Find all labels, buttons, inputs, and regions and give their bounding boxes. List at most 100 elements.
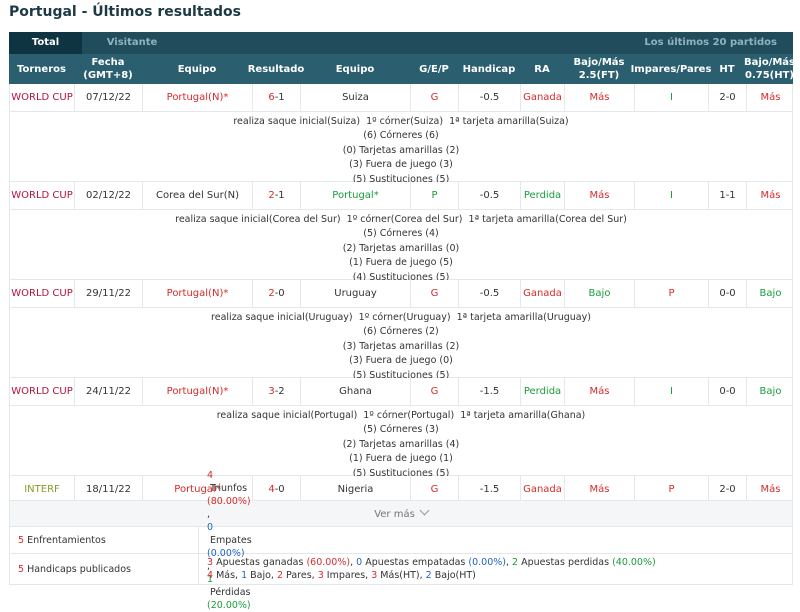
- summary-fragment: Apuestas ganadas: [213, 557, 307, 568]
- summary-fragment: ,: [207, 560, 214, 572]
- away-team-link[interactable]: Nigeria: [301, 476, 411, 503]
- match-detail-line: (5) Sustituciones (5): [352, 467, 450, 479]
- match-detail-line: realiza saque inicial(Corea del Sur) 1º …: [175, 214, 627, 225]
- header-bajo-mas-ht: Bajo/Más 0.75(HT): [744, 57, 795, 81]
- home-team-link[interactable]: Portugal*: [143, 476, 253, 503]
- halftime-score: 2-0: [709, 84, 747, 111]
- header-ra: RA: [534, 63, 550, 75]
- ver-mas-button[interactable]: Ver más: [9, 500, 793, 527]
- header-equipo-visitante: Equipo: [335, 63, 375, 75]
- ver-mas-label: Ver más: [374, 509, 415, 520]
- summary-fragment: 4: [207, 469, 214, 481]
- header-impares-pares: Impares/Pares: [630, 63, 712, 75]
- match-detail-line: (0) Tarjetas amarillas (2): [342, 144, 460, 156]
- match-detail-line: (5) Sustituciones (5): [352, 369, 450, 381]
- match-score: 3 -2: [253, 378, 301, 405]
- summary-fragment: Apuestas perdidas: [518, 557, 613, 568]
- match-score: 6 -1: [253, 84, 301, 111]
- tab-total[interactable]: Total: [9, 32, 82, 54]
- summary-fragment: 3: [317, 570, 324, 581]
- match-detail-line: (4) Sustituciones (5): [352, 271, 450, 283]
- tournament-link[interactable]: WORLD CUP: [10, 84, 75, 111]
- header-fecha: Fecha (GMT+8): [83, 57, 133, 81]
- match-detail: realiza saque inicial(Corea del Sur) 1º …: [9, 210, 793, 283]
- summary-fragment: (80.00%): [207, 495, 251, 507]
- score-away: -1: [274, 92, 285, 103]
- ra-value: Perdida: [521, 182, 565, 209]
- summary-fragment: 2: [276, 570, 284, 581]
- halftime-score: 0-0: [709, 280, 747, 307]
- handicap-value: -0.5: [459, 84, 521, 111]
- summary-fragment: Bajo,: [247, 570, 277, 581]
- match-score: 4 -0: [253, 476, 301, 503]
- summary-fragment: (60.00%): [306, 557, 351, 568]
- odd-even: I: [635, 182, 709, 209]
- away-team-link[interactable]: Portugal*: [301, 182, 411, 209]
- over-under-ft: Más: [565, 378, 635, 405]
- match-row[interactable]: INTERF 18/11/22 Portugal* 4 -0 Nigeria G -1.5 Ga…: [9, 476, 793, 504]
- odd-even: I: [635, 84, 709, 111]
- summary-fragment: 1: [207, 573, 214, 585]
- tournament-link[interactable]: WORLD CUP: [10, 280, 75, 307]
- over-under-ht: Más: [760, 484, 781, 495]
- home-team-link[interactable]: Portugal(N)*: [143, 280, 253, 307]
- match-date: 02/12/22: [75, 182, 143, 209]
- over-under-ht: Más: [760, 92, 781, 103]
- match-detail-line: (1) Fuera de juego (5): [349, 257, 453, 269]
- match-row[interactable]: WORLD CUP 24/11/22 Portugal(N)* 3 -2 Ghana G -1…: [9, 378, 793, 406]
- summary-fragment: Triunfos: [207, 482, 251, 494]
- results-table: WORLD CUP 07/12/22 Portugal(N)* 6 -1 Suiza G -0…: [9, 84, 793, 504]
- match-detail-line: (5) Sustituciones (5): [352, 173, 450, 185]
- summary-fragment: (0.00%): [207, 547, 245, 559]
- tournament-link[interactable]: WORLD CUP: [10, 378, 75, 405]
- away-team-link[interactable]: Suiza: [301, 84, 411, 111]
- home-team-link[interactable]: Portugal(N)*: [143, 378, 253, 405]
- away-team-link[interactable]: Uruguay: [301, 280, 411, 307]
- summary-fragment: ,: [350, 557, 357, 568]
- handicap-value: -0.5: [459, 182, 521, 209]
- result-gep: G: [411, 280, 459, 307]
- match-row[interactable]: WORLD CUP 02/12/22 Corea del Sur(N) 2 -1 Port…: [9, 182, 793, 210]
- summary-fragment: Más(HT),: [377, 570, 426, 581]
- handicap-value: -1.5: [459, 476, 521, 503]
- away-team-link[interactable]: Ghana: [301, 378, 411, 405]
- handicap-value: -0.5: [459, 280, 521, 307]
- home-team-link[interactable]: Corea del Sur(N): [143, 182, 253, 209]
- tab-bar: Total Visitante Los últimos 20 partidos: [9, 32, 793, 54]
- match-date: 18/11/22: [75, 476, 143, 503]
- match-detail-line: (2) Tarjetas amarillas (0): [342, 242, 460, 254]
- handicap-bets-line: 3 Apuestas ganadas (60.00%), 0 Apuestas …: [207, 556, 656, 569]
- header-ht: HT: [719, 63, 735, 75]
- match-score: 2 -0: [253, 280, 301, 307]
- summary-fragment: 3: [207, 557, 214, 568]
- score-away: -0: [274, 484, 285, 495]
- tournament-link[interactable]: WORLD CUP: [10, 182, 75, 209]
- match-detail-line: (3) Fuera de juego (0): [349, 355, 453, 367]
- score-away: -2: [274, 386, 285, 397]
- last-20-matches-link[interactable]: Los últimos 20 partidos: [644, 37, 777, 48]
- tab-visitante[interactable]: Visitante: [106, 37, 158, 48]
- header-bajo-mas-ft: Bajo/Más 2.5(FT): [573, 57, 625, 81]
- page-title: Portugal - Últimos resultados: [9, 4, 241, 20]
- tournament-link[interactable]: INTERF: [10, 476, 75, 503]
- summary-fragment: ,: [505, 557, 513, 568]
- summary-fragment: Impares,: [323, 570, 372, 581]
- summary-enfrentamientos-label: 5 Enfrentamientos: [10, 527, 199, 553]
- summary-fragment: 2: [512, 557, 519, 568]
- match-detail: realiza saque inicial(Uruguay) 1º córner…: [9, 308, 793, 381]
- over-under-ht: Más: [760, 190, 781, 201]
- match-row[interactable]: WORLD CUP 29/11/22 Portugal(N)* 2 -0 Uruguay G…: [9, 280, 793, 308]
- home-team-link[interactable]: Portugal(N)*: [143, 84, 253, 111]
- results-page: Portugal - Últimos resultados Total Visi…: [9, 4, 795, 611]
- ra-value: Ganada: [521, 84, 565, 111]
- summary-fragment: (20.00%): [207, 599, 251, 611]
- match-detail-line: (2) Tarjetas amarillas (4): [342, 438, 460, 450]
- match-detail-line: realiza saque inicial(Portugal) 1º córne…: [216, 410, 586, 421]
- match-detail-line: (1) Fuera de juego (1): [349, 453, 453, 465]
- summary-panel: 5 Enfrentamientos 4 Triunfos (80.00%), 0…: [9, 470, 793, 611]
- match-date: 24/11/22: [75, 378, 143, 405]
- table-header: Torneros Fecha (GMT+8) Equipo Resultado Equi…: [9, 54, 795, 84]
- match-row[interactable]: WORLD CUP 07/12/22 Portugal(N)* 6 -1 Suiza G -0…: [9, 84, 793, 112]
- result-gep: G: [411, 84, 459, 111]
- score-home: 2: [268, 190, 275, 201]
